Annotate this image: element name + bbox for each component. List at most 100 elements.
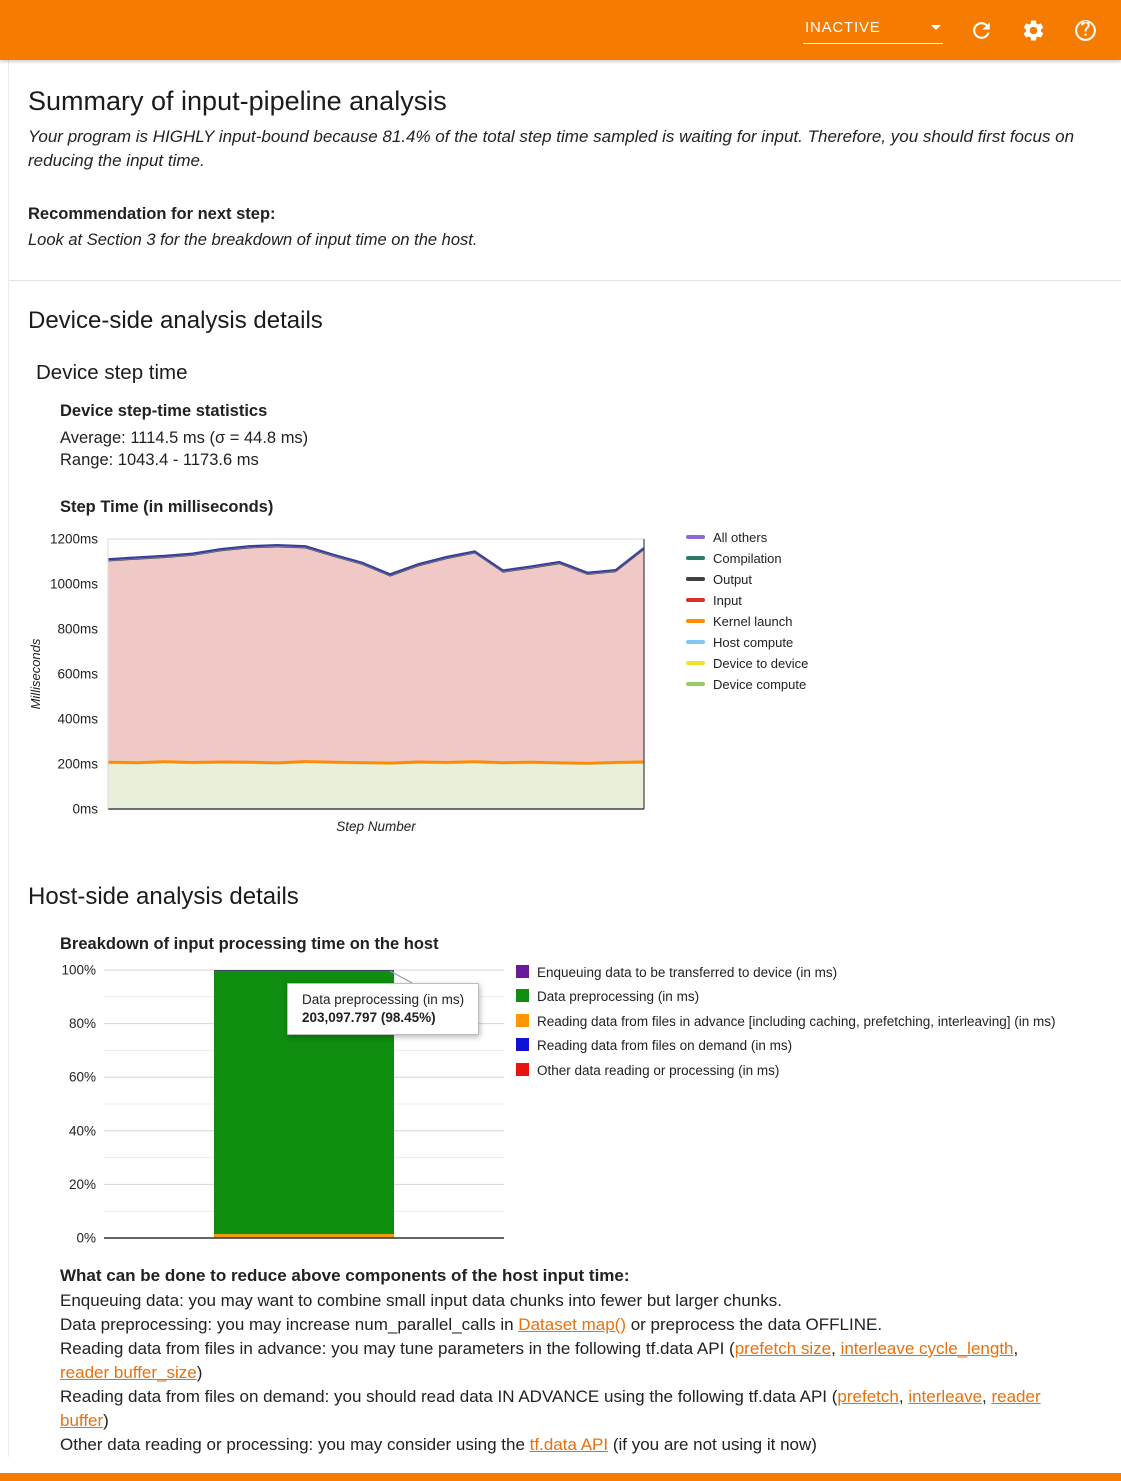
doc-link[interactable]: interleave [908, 1387, 983, 1407]
legend-label: Device to device [713, 655, 809, 671]
legend-swatch [686, 577, 705, 582]
host-breakdown-chart-title: Breakdown of input processing time on th… [60, 934, 439, 953]
advice-text: or preprocess the data OFFLINE. [626, 1314, 883, 1334]
doc-link[interactable]: prefetch [837, 1387, 899, 1407]
svg-text:Milliseconds: Milliseconds [28, 638, 43, 709]
legend-label: Reading data from files on demand (in ms… [537, 1038, 793, 1054]
svg-text:0ms: 0ms [72, 801, 98, 816]
legend-item: Input [686, 590, 808, 611]
legend-item: Device compute [686, 674, 808, 695]
legend-swatch [686, 682, 705, 687]
legend-swatch [686, 661, 705, 666]
doc-link[interactable]: interleave cycle_length [840, 1338, 1014, 1358]
advice-text: , [831, 1338, 841, 1358]
advice-text: ) [196, 1362, 203, 1382]
host-breakdown-chart-legend: Enqueuing data to be transferred to devi… [516, 962, 1056, 1254]
help-button[interactable] [1071, 16, 1099, 44]
advice-text: Reading data from files in advance: you … [60, 1338, 735, 1358]
legend-label: Reading data from files in advance [incl… [537, 1013, 1056, 1029]
advice-text: Data preprocessing: you may increase num… [60, 1314, 519, 1334]
legend-label: Input [713, 592, 742, 608]
device-step-time-subtitle: Device step time [36, 361, 188, 385]
legend-swatch [686, 598, 705, 603]
run-status-label: INACTIVE [805, 19, 881, 36]
legend-swatch [516, 989, 529, 1003]
chevron-down-icon [931, 25, 941, 30]
advice-text: (if you are not using it now) [608, 1435, 817, 1455]
summary-body: Your program is HIGHLY input-bound becau… [28, 127, 1075, 171]
legend-label: Kernel launch [713, 613, 793, 629]
legend-label: All others [713, 529, 768, 545]
report-content: Summary of input-pipeline analysis Your … [8, 60, 1121, 1458]
advice-line: Other data reading or processing: you ma… [60, 1433, 1072, 1457]
legend-item: All others [686, 527, 808, 548]
app-header: INACTIVE [0, 0, 1121, 60]
legend-swatch [516, 964, 529, 978]
recommendation-label: Recommendation for next step: [28, 205, 276, 224]
tooltip-value: 203,097.797 (98.45%) [302, 1009, 436, 1025]
advice-text: ) [103, 1411, 109, 1431]
legend-item: Device to device [686, 653, 808, 674]
step-time-area-chart: 0ms 200ms 400ms 600ms 800ms 1000ms 1200ms Step … [28, 531, 645, 834]
legend-swatch [686, 535, 705, 540]
legend-item: Compilation [686, 548, 808, 569]
svg-text:20%: 20% [69, 1176, 96, 1191]
doc-link[interactable]: tf.data API [529, 1435, 609, 1455]
chart-tooltip: Data preprocessing (in ms) 203,097.797 (… [287, 982, 480, 1035]
legend-item: Reading data from files on demand (in ms… [516, 1037, 1056, 1055]
legend-swatch [516, 1062, 529, 1076]
legend-item: Other data reading or processing (in ms) [516, 1062, 1056, 1080]
legend-label: Compilation [713, 550, 782, 566]
svg-text:0%: 0% [76, 1230, 96, 1245]
settings-button[interactable] [1019, 16, 1047, 44]
legend-swatch [516, 1013, 529, 1027]
legend-item: Host compute [686, 632, 808, 653]
help-icon [1074, 19, 1096, 41]
advice-line: Data preprocessing: you may increase num… [60, 1313, 1072, 1337]
stats-title: Device step-time statistics [60, 402, 268, 421]
advice-text: , [1013, 1338, 1019, 1358]
advice-text: , [898, 1387, 909, 1407]
doc-link[interactable]: Dataset map() [518, 1314, 626, 1334]
step-time-chart: 0ms 200ms 400ms 600ms 800ms 1000ms 1200ms Step … [28, 525, 1093, 837]
svg-text:60%: 60% [69, 1069, 96, 1084]
step-time-chart-title: Step Time (in milliseconds) [60, 497, 274, 516]
svg-text:80%: 80% [69, 1016, 96, 1031]
advice-line: Enqueuing data: you may want to combine … [60, 1289, 1072, 1313]
run-status-dropdown[interactable]: INACTIVE [803, 16, 943, 44]
advice-line: Reading data from files in advance: you … [60, 1337, 1072, 1385]
svg-text:100%: 100% [61, 962, 96, 977]
svg-text:1200ms: 1200ms [50, 531, 98, 546]
gear-icon [1023, 20, 1043, 40]
svg-text:200ms: 200ms [57, 756, 98, 771]
legend-swatch [686, 556, 705, 561]
refresh-button[interactable] [967, 16, 995, 44]
advice-text: Other data reading or processing: you ma… [60, 1435, 530, 1455]
tooltip-series-name: Data preprocessing (in ms) [302, 991, 465, 1007]
svg-text:400ms: 400ms [57, 711, 98, 726]
host-breakdown-chart: 0% 20% 40% 60% 80% 100% Enqueuing data to be … [60, 962, 1093, 1254]
stats-range: Range: 1043.4 - 1173.6 ms [60, 450, 259, 469]
svg-text:Step Number: Step Number [336, 819, 416, 834]
legend-label: Enqueuing data to be transferred to devi… [537, 964, 838, 980]
legend-item: Kernel launch [686, 611, 808, 632]
advice-lines: Enqueuing data: you may want to combine … [60, 1289, 1072, 1458]
legend-label: Output [713, 571, 753, 587]
advice-text: Enqueuing data: you may want to combine … [60, 1290, 782, 1310]
footer-bar [0, 1473, 1121, 1481]
legend-swatch [516, 1038, 529, 1052]
legend-item: Data preprocessing (in ms) [516, 988, 1056, 1006]
advice-section: What can be done to reduce above compone… [60, 1266, 1072, 1458]
legend-item: Output [686, 569, 808, 590]
svg-text:800ms: 800ms [57, 621, 98, 636]
legend-swatch [686, 619, 705, 624]
doc-link[interactable]: prefetch size [734, 1338, 832, 1358]
summary-title: Summary of input-pipeline analysis [28, 86, 447, 116]
doc-link[interactable]: reader buffer_size [60, 1362, 197, 1382]
legend-item: Enqueuing data to be transferred to devi… [516, 964, 1056, 982]
svg-text:1000ms: 1000ms [50, 576, 98, 591]
legend-label: Host compute [713, 634, 794, 650]
device-section-title: Device-side analysis details [28, 307, 323, 335]
host-section-title: Host-side analysis details [28, 882, 299, 910]
svg-text:40%: 40% [69, 1123, 96, 1138]
